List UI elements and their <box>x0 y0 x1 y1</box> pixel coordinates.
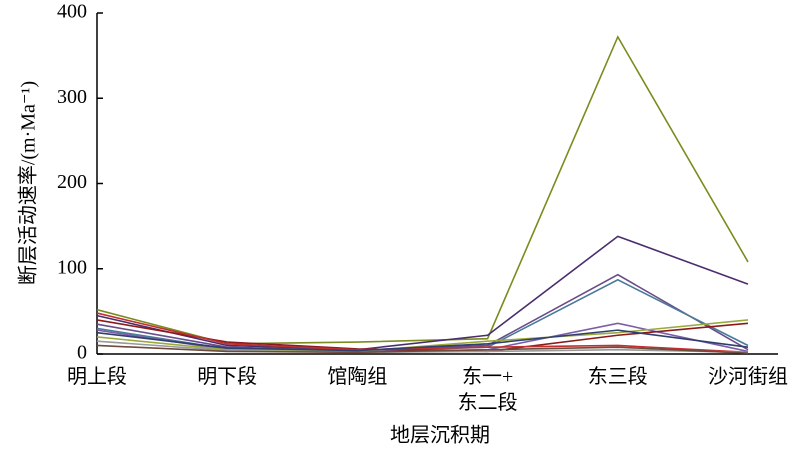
series-line <box>96 344 749 354</box>
y-axis-label: 断层活动速率/(m·Ma⁻¹) <box>17 81 40 285</box>
series-line <box>96 35 749 345</box>
series-line <box>96 312 749 354</box>
x-tick-label: 东三段 <box>587 366 648 388</box>
series-line <box>96 329 749 352</box>
x-tick-label: 东一+ 东二段 <box>457 366 518 414</box>
y-tick-label: 400 <box>57 1 87 23</box>
x-tick-label: 明下段 <box>197 366 258 388</box>
x-tick-label: 沙河街组 <box>708 366 788 388</box>
x-tick-label: 馆陶组 <box>327 366 388 388</box>
series-line <box>96 319 749 353</box>
series-line <box>96 235 749 351</box>
y-tick-label: 300 <box>57 86 87 108</box>
series-line <box>96 273 749 352</box>
y-tick-label: 200 <box>57 171 87 193</box>
y-tick-label: 100 <box>57 256 87 278</box>
x-tick-label: 明上段 <box>67 366 127 388</box>
x-axis-label: 地层沉积期 <box>390 424 490 447</box>
series-line <box>96 340 749 354</box>
y-tick-label: 0 <box>77 342 87 364</box>
